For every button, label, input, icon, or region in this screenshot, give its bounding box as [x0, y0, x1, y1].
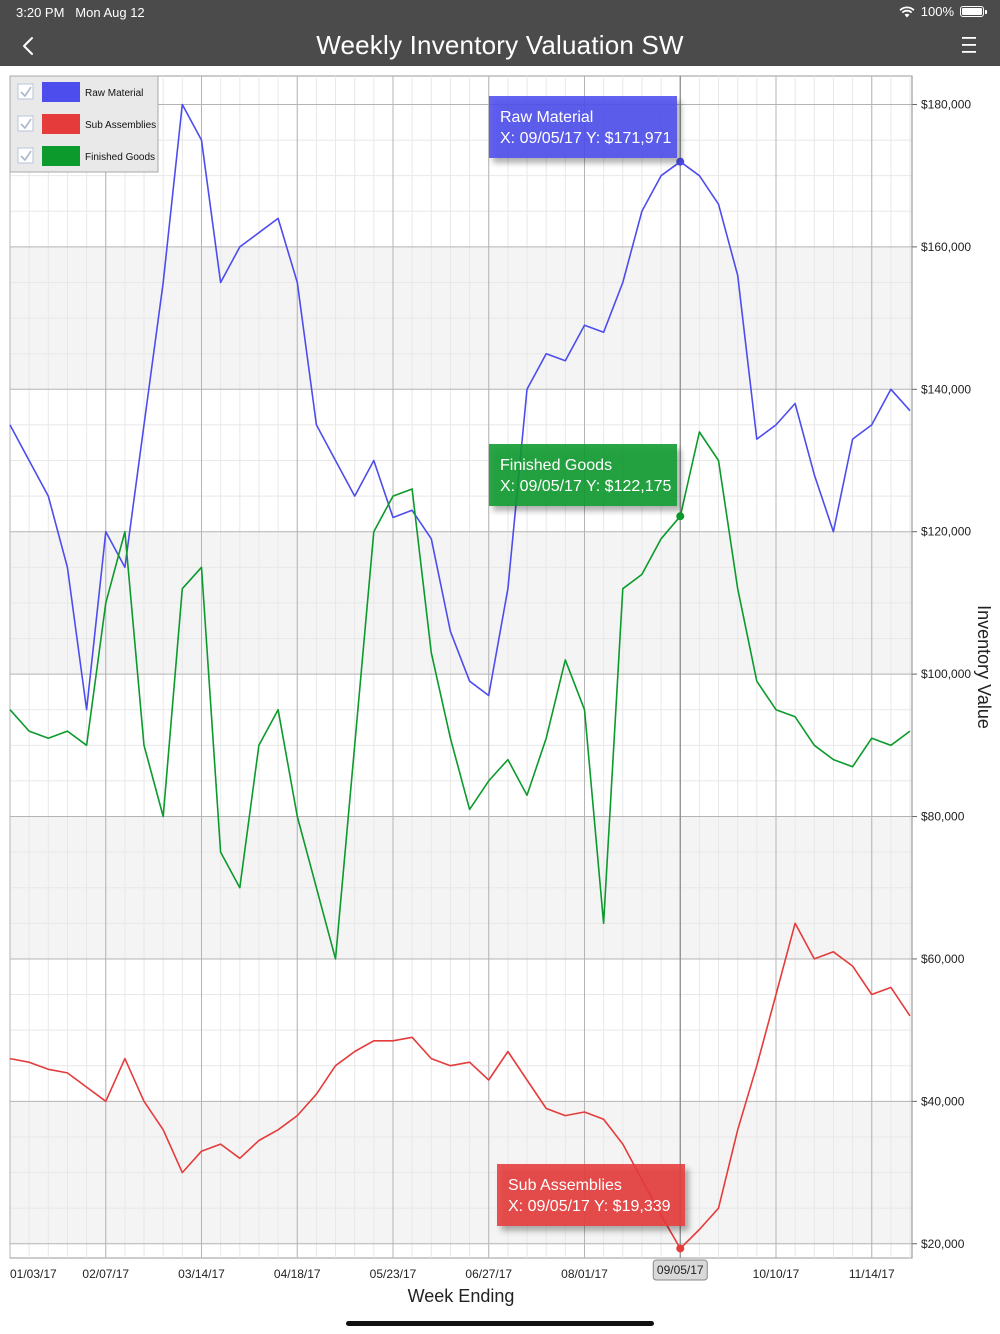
checkmark-icon — [20, 150, 32, 162]
legend-label: Raw Material — [85, 88, 143, 99]
tooltip-box — [497, 1164, 685, 1226]
legend-box — [9, 75, 159, 173]
chevron-left-icon[interactable] — [14, 32, 42, 60]
crosshair-label-box — [652, 1259, 708, 1281]
status-bar: 3:20 PM Mon Aug 12 100% — [0, 0, 1000, 26]
x-tick-label: 01/03/17 — [10, 1267, 57, 1281]
tooltip-raw-material: Raw Material X: 09/05/17 Y: $171,971 — [489, 96, 677, 158]
checkmark-icon — [20, 86, 32, 98]
checkbox-icon[interactable] — [17, 83, 34, 100]
x-tick-label: 04/18/17 — [274, 1267, 321, 1281]
y-tick-label: $140,000 — [921, 382, 971, 396]
legend-swatch — [42, 146, 80, 166]
y-tick-label: $180,000 — [921, 97, 971, 111]
x-tick-label: 02/07/17 — [82, 1267, 129, 1281]
status-time: 3:20 PM — [16, 5, 65, 20]
y-tick-label: $120,000 — [921, 525, 971, 539]
tooltip-title: Finished Goods — [500, 457, 612, 474]
legend-swatch — [42, 82, 80, 102]
legend: Raw Material Sub Assemblies Finished Goods — [9, 75, 159, 173]
wifi-icon — [899, 5, 915, 17]
tooltip-text: X: 09/05/17 Y: $171,971 — [500, 130, 672, 147]
data-point-marker[interactable] — [676, 512, 685, 521]
home-indicator[interactable] — [346, 1321, 654, 1326]
x-tick-label: 10/10/17 — [753, 1267, 800, 1281]
nav-bar: Weekly Inventory Valuation SW — [0, 26, 1000, 66]
x-tick-label: 08/01/17 — [561, 1267, 608, 1281]
tooltip-text: X: 09/05/17 Y: $19,339 — [508, 1198, 671, 1215]
legend-label: Finished Goods — [85, 152, 155, 163]
series-line-sub-assemblies[interactable] — [9, 922, 911, 1250]
crosshair-label: 09/05/17 — [657, 1263, 704, 1277]
tooltip-finished-goods: Finished Goods X: 09/05/17 Y: $122,175 — [489, 444, 677, 506]
legend-item[interactable]: Sub Assemblies — [17, 114, 156, 134]
y-axis-title: Inventory Value — [974, 605, 994, 729]
checkbox-icon[interactable] — [17, 147, 34, 164]
x-tick-label: 03/14/17 — [178, 1267, 225, 1281]
y-tick-label: $80,000 — [921, 810, 965, 824]
x-tick-label: 05/23/17 — [370, 1267, 417, 1281]
x-axis-title: Week Ending — [408, 1286, 515, 1306]
data-point-marker[interactable] — [676, 157, 685, 166]
tooltip-sub-assemblies: Sub Assemblies X: 09/05/17 Y: $19,339 — [497, 1164, 685, 1226]
checkmark-icon — [20, 118, 32, 130]
y-tick-label: $100,000 — [921, 667, 971, 681]
tooltip-box — [489, 444, 677, 506]
y-tick-label: $160,000 — [921, 240, 971, 254]
tooltip-box — [489, 96, 677, 158]
page-title: Weekly Inventory Valuation SW — [316, 30, 684, 60]
status-date: Mon Aug 12 — [75, 5, 145, 20]
tooltip-title: Raw Material — [500, 109, 593, 126]
legend-swatch — [42, 114, 80, 134]
legend-item[interactable]: Raw Material — [17, 82, 143, 102]
y-tick-label: $40,000 — [921, 1094, 965, 1108]
legend-item[interactable]: Finished Goods — [17, 146, 155, 166]
x-tick-label: 06/27/17 — [465, 1267, 512, 1281]
legend-label: Sub Assemblies — [85, 120, 156, 131]
series-line-raw-material[interactable] — [9, 103, 911, 711]
chart-area: $20,000 $40,000 $60,000 $80,000 $100,000 $120… — [0, 66, 1000, 1316]
battery-percent: 100% — [920, 4, 954, 19]
series-line-finished-goods[interactable] — [9, 431, 911, 960]
x-tick-label: 11/14/17 — [849, 1267, 895, 1281]
battery-icon — [960, 6, 987, 17]
tooltip-title: Sub Assemblies — [508, 1177, 622, 1194]
line-chart[interactable]: $20,000 $40,000 $60,000 $80,000 $100,000 $120… — [0, 66, 1000, 1316]
y-tick-label: $60,000 — [921, 952, 965, 966]
checkbox-icon[interactable] — [17, 115, 34, 132]
data-point-marker[interactable] — [676, 1244, 685, 1253]
y-tick-label: $20,000 — [921, 1237, 965, 1251]
tooltip-text: X: 09/05/17 Y: $122,175 — [500, 478, 672, 495]
hamburger-menu-icon[interactable] — [960, 34, 984, 58]
